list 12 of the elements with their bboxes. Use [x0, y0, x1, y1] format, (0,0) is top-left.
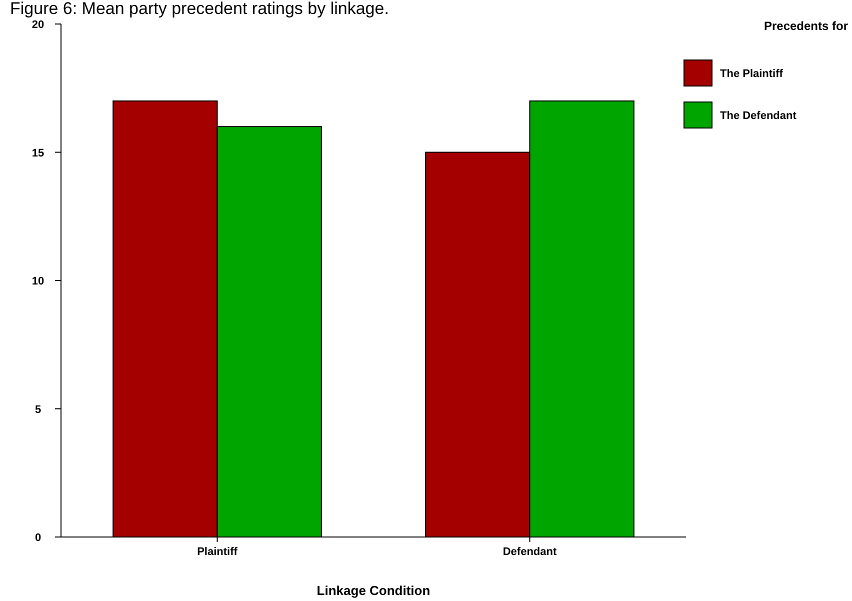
- legend-label: The Plaintiff: [720, 68, 784, 80]
- x-tick-label: Defendant: [502, 546, 557, 558]
- y-tick-label: 10: [32, 276, 44, 288]
- x-tick-label: Plaintiff: [197, 546, 238, 558]
- chart-title: Figure 6: Mean party precedent ratings by linkage.: [10, 0, 389, 18]
- y-tick-label: 15: [32, 147, 44, 160]
- x-axis-title: Linkage Condition: [316, 583, 430, 598]
- y-tick-label: 5: [34, 404, 42, 416]
- y-tick-label: 0: [34, 532, 42, 544]
- y-tick-label: 20: [32, 19, 44, 31]
- legend-title: Precedents for: [764, 19, 848, 33]
- legend-label: The Defendant: [720, 110, 797, 122]
